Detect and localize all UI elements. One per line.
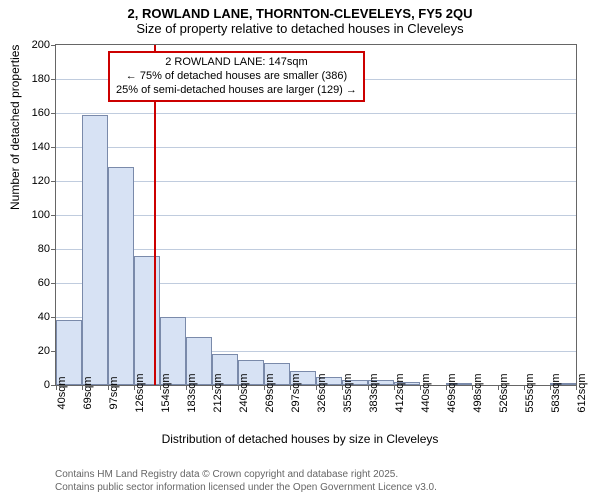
x-tick-label: 612sqm [576,373,588,412]
x-tick-mark [212,385,213,390]
x-tick-label: 183sqm [186,373,198,412]
y-tick-label: 200 [32,39,50,51]
y-tick-mark [51,79,56,80]
x-tick-label: 440sqm [420,373,432,412]
x-tick-mark [550,385,551,390]
x-tick-mark [160,385,161,390]
y-tick-label: 20 [38,345,50,357]
x-tick-label: 69sqm [82,376,94,409]
y-tick-mark [51,249,56,250]
y-axis-label: Number of detached properties [8,45,22,210]
y-tick-mark [51,283,56,284]
x-tick-label: 355sqm [342,373,354,412]
grid-line [56,215,576,216]
y-tick-label: 120 [32,175,50,187]
y-tick-mark [51,113,56,114]
x-tick-mark [498,385,499,390]
histogram-bar [108,167,134,385]
grid-line [56,113,576,114]
x-tick-mark [394,385,395,390]
x-tick-label: 583sqm [550,373,562,412]
x-tick-label: 212sqm [212,373,224,412]
plot-area: 02040608010012014016018020040sqm69sqm97s… [55,44,577,386]
x-tick-mark [134,385,135,390]
y-tick-label: 0 [44,379,50,391]
histogram-bar [134,256,160,385]
x-tick-mark [342,385,343,390]
x-tick-label: 383sqm [368,373,380,412]
chart-title-main: 2, ROWLAND LANE, THORNTON-CLEVELEYS, FY5… [0,0,600,21]
annotation-line-2: ← 75% of detached houses are smaller (38… [116,70,357,84]
y-tick-label: 60 [38,277,50,289]
x-tick-label: 154sqm [160,373,172,412]
x-tick-mark [290,385,291,390]
x-tick-mark [368,385,369,390]
x-tick-label: 297sqm [290,373,302,412]
y-tick-label: 80 [38,243,50,255]
x-tick-mark [186,385,187,390]
histogram-bar [82,115,108,385]
x-tick-label: 555sqm [524,373,536,412]
footer-line-1: Contains HM Land Registry data © Crown c… [55,468,437,481]
x-tick-mark [82,385,83,390]
x-tick-mark [108,385,109,390]
x-tick-label: 469sqm [446,373,458,412]
x-tick-label: 97sqm [108,376,120,409]
chart-title-sub: Size of property relative to detached ho… [0,21,600,40]
y-tick-label: 40 [38,311,50,323]
x-tick-label: 126sqm [134,373,146,412]
y-tick-label: 180 [32,73,50,85]
footer-attribution: Contains HM Land Registry data © Crown c… [55,468,437,494]
x-tick-mark [576,385,577,390]
x-tick-label: 326sqm [316,373,328,412]
x-tick-label: 40sqm [56,376,68,409]
x-tick-mark [238,385,239,390]
x-tick-label: 526sqm [498,373,510,412]
y-tick-label: 160 [32,107,50,119]
annotation-box: 2 ROWLAND LANE: 147sqm ← 75% of detached… [108,51,365,102]
x-tick-mark [524,385,525,390]
x-tick-mark [446,385,447,390]
chart-container: 2, ROWLAND LANE, THORNTON-CLEVELEYS, FY5… [0,0,600,500]
x-tick-label: 412sqm [394,373,406,412]
grid-line [56,147,576,148]
y-tick-label: 100 [32,209,50,221]
x-tick-mark [56,385,57,390]
x-tick-mark [316,385,317,390]
y-tick-mark [51,147,56,148]
y-tick-mark [51,215,56,216]
x-tick-mark [420,385,421,390]
x-tick-mark [472,385,473,390]
histogram-bar [56,320,82,385]
x-tick-mark [264,385,265,390]
x-tick-label: 240sqm [238,373,250,412]
annotation-line-1: 2 ROWLAND LANE: 147sqm [116,56,357,70]
y-tick-mark [51,181,56,182]
grid-line [56,181,576,182]
x-tick-label: 498sqm [472,373,484,412]
y-tick-label: 140 [32,141,50,153]
footer-line-2: Contains public sector information licen… [55,481,437,494]
y-tick-mark [51,45,56,46]
x-axis-label: Distribution of detached houses by size … [0,432,600,446]
x-tick-label: 269sqm [264,373,276,412]
y-tick-mark [51,317,56,318]
grid-line [56,249,576,250]
annotation-line-3: 25% of semi-detached houses are larger (… [116,84,357,98]
